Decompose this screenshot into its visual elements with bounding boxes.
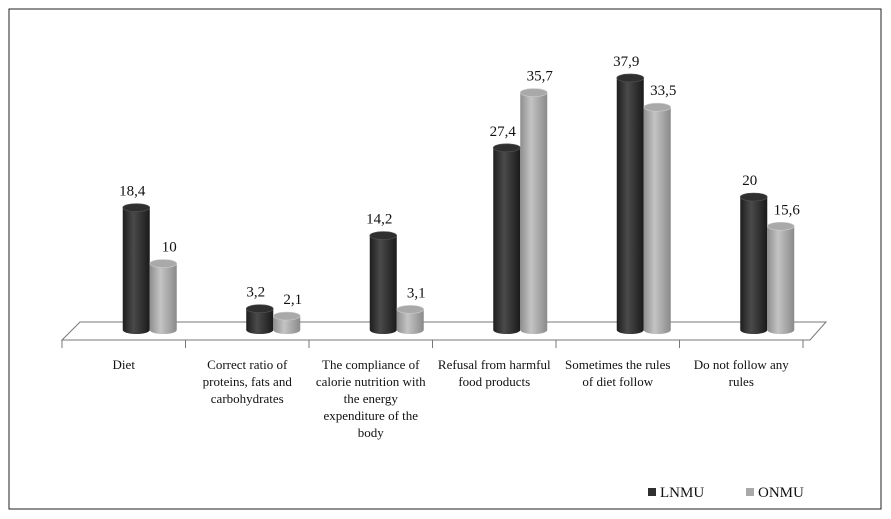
- cylinder-top: [396, 305, 425, 314]
- cylinder: [520, 92, 548, 334]
- cylinder: [396, 309, 424, 334]
- value-label: 20: [742, 173, 757, 189]
- cylinder: [767, 226, 795, 334]
- category-label: Do not follow any rules: [693, 357, 789, 389]
- cylinder: [246, 308, 274, 334]
- legend-swatch: [746, 488, 754, 496]
- category-label: Sometimes the rules of diet follow: [565, 357, 671, 389]
- cylinder-top: [616, 73, 645, 83]
- cylinder-top: [519, 88, 548, 97]
- cylinder-top: [245, 304, 274, 314]
- value-label: 14,2: [366, 212, 392, 228]
- category-label: Correct ratio of proteins, fats and carb…: [202, 357, 292, 406]
- cylinder-top: [766, 221, 795, 231]
- category-label: Diet: [112, 357, 135, 372]
- cylinder-top: [369, 231, 398, 240]
- value-label: 15,6: [774, 202, 801, 218]
- cylinder: [493, 147, 521, 334]
- cylinder-top: [643, 102, 672, 112]
- value-label: 35,7: [527, 69, 554, 85]
- value-label: 3,1: [407, 285, 426, 301]
- cylinder: [149, 263, 177, 334]
- cylinder: [616, 77, 644, 334]
- cylinder: [273, 316, 301, 334]
- category-label: The compliance of calorie nutrition with…: [315, 357, 426, 440]
- value-label: 10: [162, 240, 177, 256]
- value-label: 37,9: [613, 54, 639, 70]
- legend-swatch: [648, 488, 656, 496]
- cylinder: [122, 207, 150, 334]
- cylinder-top: [272, 311, 301, 321]
- legend-label: ONMU: [758, 485, 804, 501]
- frame: [8, 8, 882, 510]
- cylinder-top: [492, 143, 521, 153]
- cylinder: [643, 107, 671, 334]
- cylinder-top: [149, 259, 178, 268]
- value-label: 33,5: [650, 83, 676, 99]
- value-label: 18,4: [119, 184, 146, 200]
- cylinder: [740, 197, 768, 334]
- cylinder: [369, 235, 397, 334]
- value-label: 2,1: [283, 292, 302, 308]
- value-label: 27,4: [490, 124, 517, 140]
- cylinder-top: [122, 203, 151, 212]
- cylinder-top: [739, 192, 768, 202]
- value-label: 3,2: [246, 285, 265, 301]
- legend-label: LNMU: [660, 485, 704, 501]
- category-label: Refusal from harmful food products: [437, 357, 551, 389]
